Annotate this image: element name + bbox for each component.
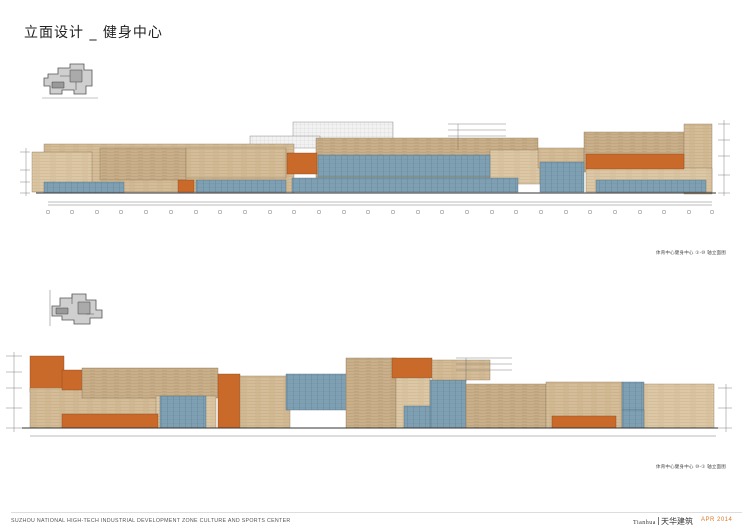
date-label: APR 2014: [701, 517, 733, 523]
elevation-top-axis-bubbles: [46, 209, 715, 214]
footer-project-name: SUZHOU NATIONAL HIGH-TECH INDUSTRIAL DEV…: [11, 518, 291, 524]
brand-logo: Tianhua 天华建筑: [633, 516, 693, 527]
footer-divider: [11, 512, 742, 513]
elevation-bottom-level-marks: [6, 352, 732, 432]
drawing-caption-bottom: 体育中心健身中心 ⑩-① 轴立面图: [656, 465, 726, 470]
elevation-top-body: [31, 121, 716, 195]
brand-separator: [657, 517, 659, 525]
elevation-top-axis: [48, 201, 712, 206]
key-plan-bottom: [49, 290, 103, 326]
page-title: 立面设计 _ 健身中心: [24, 25, 163, 41]
elevation-bottom-body: [22, 355, 718, 429]
brand-name-en: Tianhua: [633, 520, 656, 526]
elevation-top-level-marks: [20, 120, 730, 196]
key-plan-top: [42, 63, 98, 99]
drawing-caption-top: 体育中心健身中心 ①-⑩ 轴立面图: [656, 251, 726, 256]
brand-name-cn: 天华建筑: [660, 517, 693, 526]
